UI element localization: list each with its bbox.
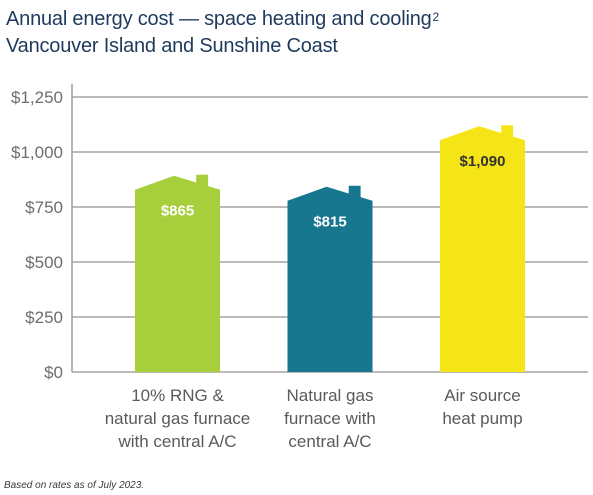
y-tick-label: $500 xyxy=(25,253,63,272)
x-tick-label: 10% RNG & xyxy=(131,386,224,405)
y-tick-label: $750 xyxy=(25,198,63,217)
y-tick-label: $250 xyxy=(25,308,63,327)
data-label: $865 xyxy=(161,203,194,220)
data-label: $815 xyxy=(313,214,346,231)
bar-house-3 xyxy=(440,125,525,372)
bar-house-2 xyxy=(287,185,373,372)
x-tick-label: central A/C xyxy=(288,432,371,451)
chart-title-text: Annual energy cost — space heating and c… xyxy=(6,8,432,30)
y-tick-label: $1,250 xyxy=(11,88,63,107)
x-tick-label: natural gas furnace xyxy=(105,409,251,428)
chart-subtitle: Vancouver Island and Sunshine Coast xyxy=(6,35,338,57)
bar-house-1 xyxy=(135,174,220,372)
data-label: $1,090 xyxy=(460,153,506,170)
x-tick-label: Air source xyxy=(444,386,521,405)
x-tick-label: with central A/C xyxy=(117,432,236,451)
chart-title: Annual energy cost — space heating and c… xyxy=(6,6,439,32)
x-tick-label: heat pump xyxy=(442,409,522,428)
chart-title-superscript: 2 xyxy=(432,10,440,24)
x-tick-label: furnace with xyxy=(284,409,376,428)
footnote: Based on rates as of July 2023. xyxy=(4,480,145,491)
x-tick-label: Natural gas xyxy=(287,386,374,405)
y-tick-label: $1,000 xyxy=(11,143,63,162)
y-tick-label: $0 xyxy=(44,363,63,382)
